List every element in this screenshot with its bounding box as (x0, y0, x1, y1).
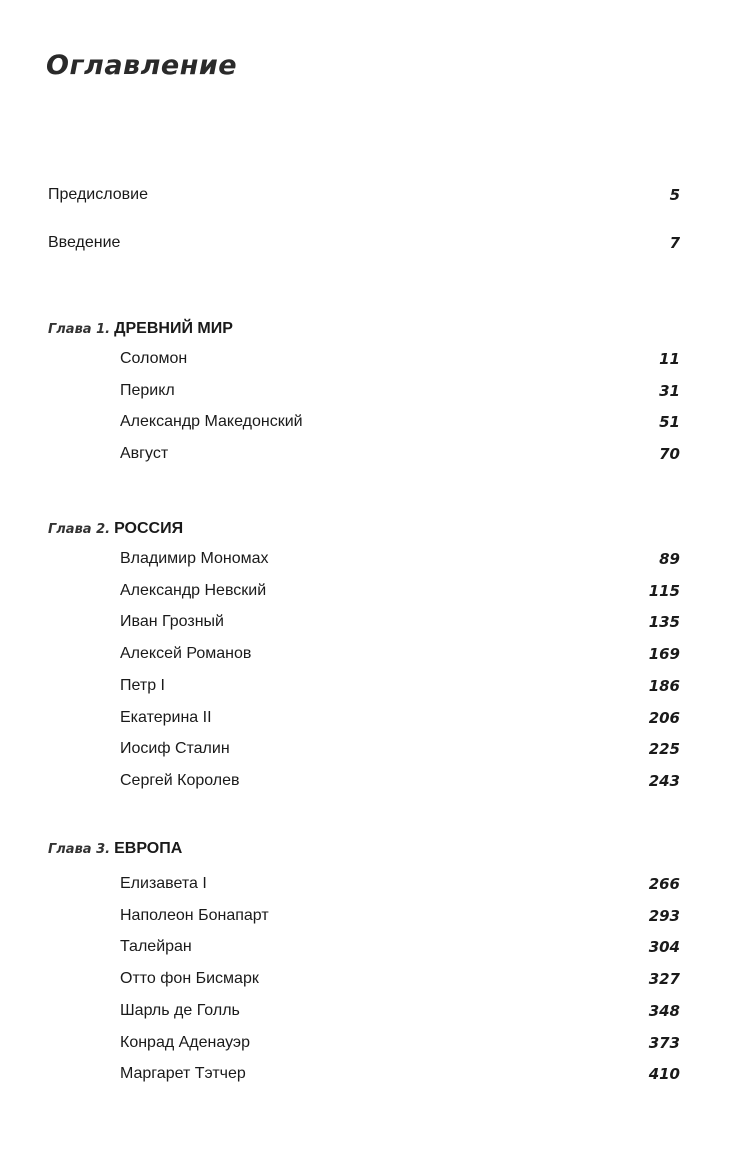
toc-page-number: 293 (648, 906, 680, 925)
toc-entry[interactable]: Маргарет Тэтчер 410 (0, 1065, 740, 1089)
chapter-heading[interactable]: Глава 1. ДРЕВНИЙ МИР (48, 320, 233, 344)
toc-entry-label: Сергей Королев (120, 771, 240, 789)
toc-entry-label: Конрад Аденауэр (120, 1033, 250, 1051)
toc-page-number: 410 (648, 1065, 680, 1084)
toc-entry-label: Наполеон Бонапарт (120, 906, 269, 924)
toc-entry[interactable]: Шарль де Голль 348 (0, 1002, 740, 1026)
toc-entry-label: Отто фон Бисмарк (120, 970, 259, 988)
toc-entry-label: Петр I (120, 676, 165, 694)
toc-page-number: 115 (648, 581, 680, 600)
toc-entry[interactable]: Петр I 186 (0, 677, 740, 701)
toc-page-number: 373 (648, 1033, 680, 1052)
toc-entry-label: Перикл (120, 381, 175, 399)
toc-entry-label: Александр Македонский (120, 413, 303, 431)
toc-entry-label: Шарль де Голль (120, 1001, 240, 1019)
toc-entry-label: Владимир Мономах (120, 550, 269, 567)
toc-entry[interactable]: Сергей Королев 243 (0, 772, 740, 796)
toc-entry[interactable]: Отто фон Бисмарк 327 (0, 970, 740, 994)
toc-entry-label: Елизавета I (120, 875, 207, 892)
toc-page-number: 7 (669, 234, 680, 252)
toc-entry-label: Август (120, 445, 169, 463)
toc-entry[interactable]: Наполеон Бонапарт 293 (0, 907, 740, 931)
toc-front-matter-item[interactable]: Введение 7 (0, 234, 740, 258)
toc-entry[interactable]: Перикл 31 (0, 382, 740, 406)
chapter-heading[interactable]: Глава 2. РОССИЯ (48, 520, 183, 544)
toc-page-number: 169 (648, 645, 680, 664)
toc-entry-label: Маргарет Тэтчер (120, 1065, 246, 1083)
toc-page-number: 186 (648, 676, 680, 695)
chapter-number: Глава 3. (48, 842, 111, 857)
toc-entry[interactable]: Иосиф Сталин 225 (0, 740, 740, 764)
chapter-title: РОССИЯ (114, 520, 184, 537)
toc-entry[interactable]: Владимир Мономах 89 (0, 550, 740, 574)
toc-page-number: 243 (648, 771, 680, 790)
toc-entry-label: Иван Грозный (120, 613, 224, 631)
toc-entry[interactable]: Елизавета I 266 (0, 875, 740, 899)
toc-front-matter-item[interactable]: Предисловие 5 (0, 186, 740, 210)
toc-entry[interactable]: Александр Невский 115 (0, 582, 740, 606)
toc-entry-label: Соломон (120, 350, 188, 367)
toc-entry[interactable]: Иван Грозный 135 (0, 613, 740, 637)
chapter-title: ДРЕВНИЙ МИР (114, 320, 233, 337)
toc-entry-label: Введение (48, 234, 121, 251)
toc-entry[interactable]: Август 70 (0, 445, 740, 469)
toc-page-number: 51 (659, 413, 680, 432)
toc-entry-label: Екатерина II (120, 708, 212, 726)
toc-entry[interactable]: Алексей Романов 169 (0, 645, 740, 669)
toc-entry-label: Предисловие (48, 186, 148, 203)
toc-entry[interactable]: Александр Македонский 51 (0, 413, 740, 437)
toc-page-number: 89 (659, 550, 680, 568)
toc-entry-label: Талейран (120, 938, 192, 956)
toc-entry[interactable]: Конрад Аденауэр 373 (0, 1034, 740, 1058)
toc-entry[interactable]: Соломон 11 (0, 350, 740, 374)
toc-page-number: 11 (659, 350, 680, 368)
toc-entry-label: Иосиф Сталин (120, 740, 230, 758)
toc-page-number: 348 (648, 1001, 680, 1020)
chapter-heading[interactable]: Глава 3. ЕВРОПА (48, 840, 182, 864)
toc-page-number: 206 (648, 708, 680, 727)
toc-page-number: 135 (648, 613, 680, 632)
toc-page-number: 327 (648, 970, 680, 989)
chapter-title: ЕВРОПА (114, 840, 183, 857)
page-title: Оглавление (46, 50, 238, 81)
toc-page-number: 70 (659, 445, 680, 464)
toc-entry-label: Алексей Романов (120, 645, 252, 663)
chapter-number: Глава 1. (48, 322, 111, 337)
toc-page-number: 225 (648, 740, 680, 759)
chapter-number: Глава 2. (48, 522, 111, 537)
toc-entry[interactable]: Талейран 304 (0, 938, 740, 962)
toc-page-number: 266 (648, 875, 680, 893)
toc-page-number: 304 (648, 938, 680, 957)
toc-page-number: 31 (659, 381, 680, 400)
toc-entry[interactable]: Екатерина II 206 (0, 709, 740, 733)
toc-page-number: 5 (669, 186, 680, 204)
toc-entry-label: Александр Невский (120, 581, 267, 599)
